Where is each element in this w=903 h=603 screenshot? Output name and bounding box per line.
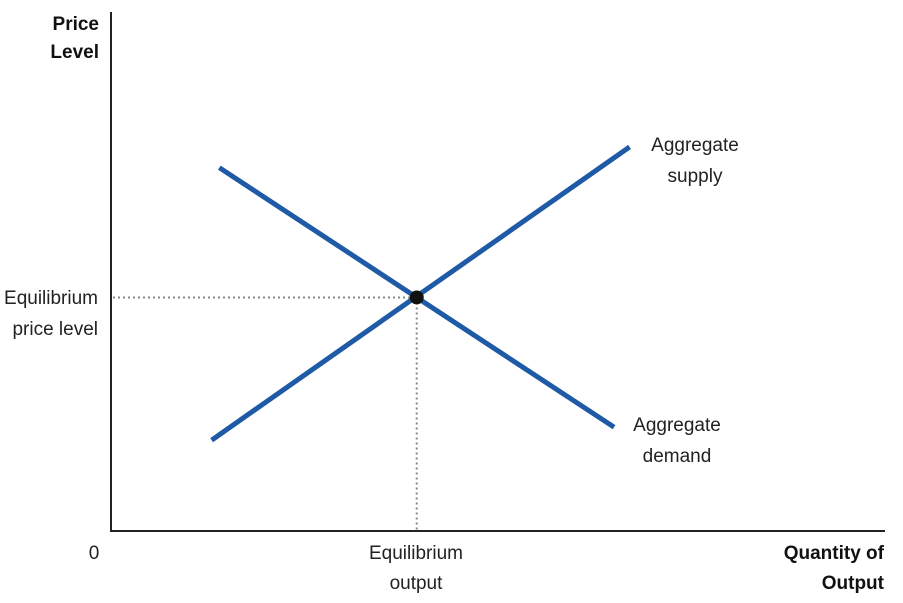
demand-label-line1: Aggregate bbox=[633, 415, 721, 436]
equilibrium-price-label-line1: Equilibrium bbox=[4, 288, 98, 309]
x-axis-label-line1: Quantity of bbox=[784, 543, 885, 564]
origin-label: 0 bbox=[89, 543, 100, 564]
equilibrium-output-label-line1: Equilibrium bbox=[369, 543, 463, 564]
y-axis-label-line1: Price bbox=[53, 14, 99, 35]
x-axis-label-line2: Output bbox=[822, 573, 885, 594]
equilibrium-output-label-line2: output bbox=[390, 573, 444, 594]
y-axis-label-line2: Level bbox=[50, 42, 99, 63]
equilibrium-point bbox=[409, 290, 424, 305]
demand-label-line2: demand bbox=[643, 446, 712, 467]
equilibrium-price-label-line2: price level bbox=[12, 319, 98, 340]
supply-label-line2: supply bbox=[668, 166, 723, 187]
supply-label-line1: Aggregate bbox=[651, 135, 739, 156]
